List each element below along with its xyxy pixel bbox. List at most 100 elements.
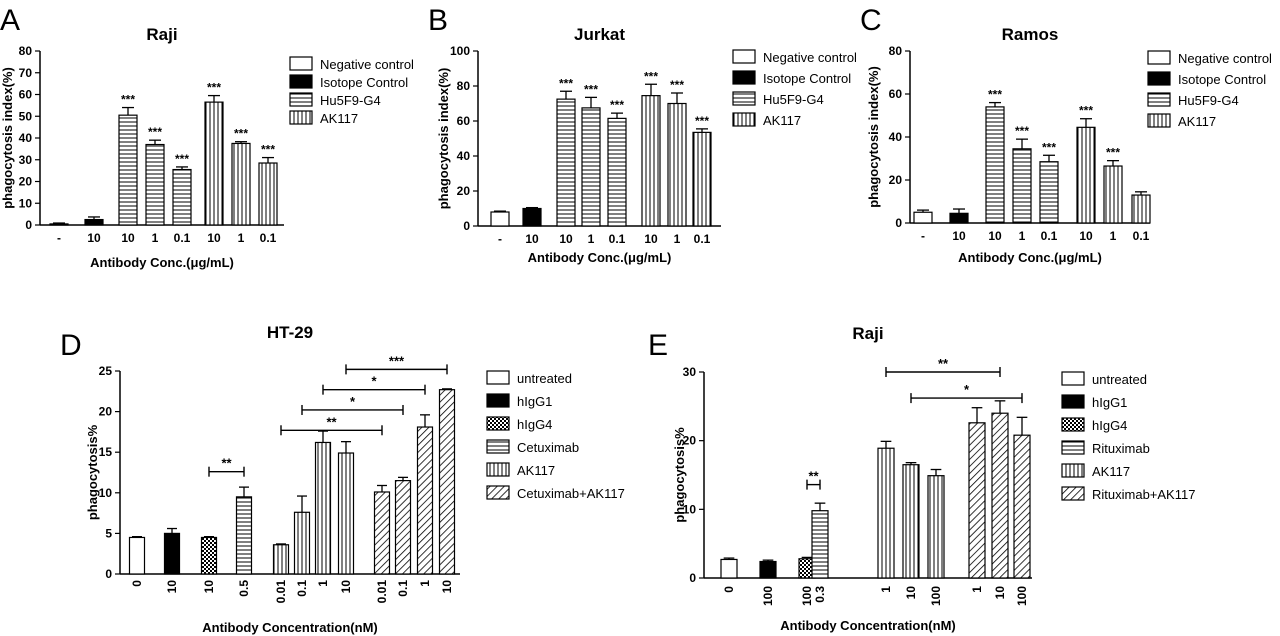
bar [1103, 165, 1123, 224]
bar [293, 511, 311, 575]
legend-swatch [1147, 92, 1171, 107]
x-tick-label: 0.1 [396, 580, 410, 597]
y-tick-label: 50 [19, 109, 33, 123]
significance-marker: *** [1079, 104, 1093, 118]
significance-marker: *** [559, 76, 573, 90]
y-tick-label: 20 [99, 405, 113, 419]
bar [949, 212, 969, 224]
y-tick-label: 60 [457, 114, 471, 128]
legend: Negative control Isotope Control Hu5F9-G4 A… [289, 56, 414, 126]
legend-label: Negative control [1178, 51, 1272, 66]
bracket-label: ** [221, 456, 232, 471]
x-axis-label: Antibody Conc.(μg/mL) [958, 250, 1102, 265]
bar [968, 422, 986, 579]
legend-label: hIgG1 [517, 394, 552, 409]
x-tick-label: 1 [970, 586, 984, 593]
y-tick-label: 10 [99, 486, 113, 500]
y-tick-label: 40 [457, 149, 471, 163]
significance-marker: *** [207, 81, 221, 95]
y-tick-label: 0 [25, 218, 32, 232]
legend-label: Negative control [320, 57, 414, 72]
legend-item: Negative control [1147, 50, 1272, 66]
y-tick-label: 5 [105, 526, 112, 540]
bar [84, 218, 104, 226]
x-tick-label: - [498, 232, 502, 246]
significance-marker: *** [234, 127, 248, 141]
x-tick-label: 0.3 [813, 586, 827, 603]
bar [581, 107, 601, 227]
legend-label: hIgG1 [1092, 395, 1127, 410]
legend-item: AK117 [486, 462, 555, 478]
legend-item: untreated [486, 370, 572, 386]
x-tick-label: 10 [644, 232, 658, 246]
legend-label: Hu5F9-G4 [320, 93, 381, 108]
legend-item: Isotope Control [732, 70, 851, 86]
x-axis-label: Antibody Conc.(μg/mL) [528, 250, 672, 265]
x-tick-label: 1 [238, 231, 245, 245]
bar [163, 532, 181, 575]
y-tick-label: 20 [889, 173, 903, 187]
x-tick-label: 0.1 [295, 580, 309, 597]
legend-item: Negative control [289, 56, 414, 72]
x-tick-label: 0.1 [1041, 229, 1058, 243]
x-tick-label: 1 [879, 586, 893, 593]
x-tick-label: 0 [130, 580, 144, 587]
legend-item: untreated [1061, 371, 1147, 387]
bracket-label: ** [938, 356, 949, 371]
legend-swatch [1061, 463, 1085, 478]
legend-swatch [289, 56, 313, 71]
x-tick-label: 10 [339, 580, 353, 594]
legend-item: Hu5F9-G4 [732, 91, 824, 107]
bar [373, 491, 391, 575]
y-tick-label: 60 [889, 87, 903, 101]
x-tick-label: - [921, 229, 925, 243]
bar [258, 162, 278, 226]
bracket-label: ** [808, 469, 819, 484]
legend-item: AK117 [1061, 463, 1130, 479]
panel-b: B Jurkat 0 20 40 60 80 100 phagocytosis index(%)… [428, 4, 857, 265]
x-tick-label: 10 [207, 231, 221, 245]
y-tick-label: 0 [689, 571, 696, 585]
bar [438, 389, 456, 575]
bar [200, 536, 218, 575]
y-tick-label: 0 [105, 567, 112, 581]
legend-label: Rituximab [1092, 441, 1150, 456]
panel-letter: A [0, 4, 20, 37]
x-tick-label: 0 [722, 586, 736, 593]
x-tick-label: 1 [316, 580, 330, 587]
panel-c: C Ramos 0 20 40 60 80 phagocytosis index(%) - 10 *… [860, 4, 1272, 265]
bar [49, 223, 69, 226]
legend-label: Negative control [763, 50, 857, 65]
legend-label: untreated [1092, 372, 1147, 387]
legend-swatch [732, 112, 756, 127]
legend-swatch [289, 110, 313, 125]
legend-swatch [486, 393, 510, 408]
legend-item: Hu5F9-G4 [1147, 92, 1239, 108]
x-tick-label: 10 [440, 580, 454, 594]
panel-a: A Raji 0 10 20 30 40 50 60 70 80 phagocytosis index… [0, 4, 414, 270]
legend: Negative control Isotope Control Hu5F9-G4 A… [732, 49, 857, 128]
x-tick-label: 10 [525, 232, 539, 246]
y-tick-label: 0 [895, 216, 902, 230]
bracket-label: * [350, 394, 356, 409]
legend-item: AK117 [289, 110, 358, 126]
y-tick-label: 10 [683, 502, 697, 516]
bar [985, 106, 1005, 224]
bar [1131, 194, 1151, 224]
bar [172, 168, 192, 226]
x-tick-label: 0.1 [1133, 229, 1150, 243]
x-tick-label: 100 [761, 586, 775, 606]
y-axis-label: phagocytosis index(%) [436, 68, 451, 210]
x-axis-label: Antibody Conc.(μg/mL) [90, 255, 234, 270]
panel-letter: E [648, 329, 668, 362]
bar [607, 117, 627, 227]
bar [128, 536, 146, 575]
significance-marker: *** [148, 125, 162, 139]
bar [314, 441, 332, 575]
legend-label: Isotope Control [320, 75, 408, 90]
x-tick-label: 1 [1110, 229, 1117, 243]
significance-marker: *** [175, 152, 189, 166]
legend-swatch [732, 49, 756, 64]
